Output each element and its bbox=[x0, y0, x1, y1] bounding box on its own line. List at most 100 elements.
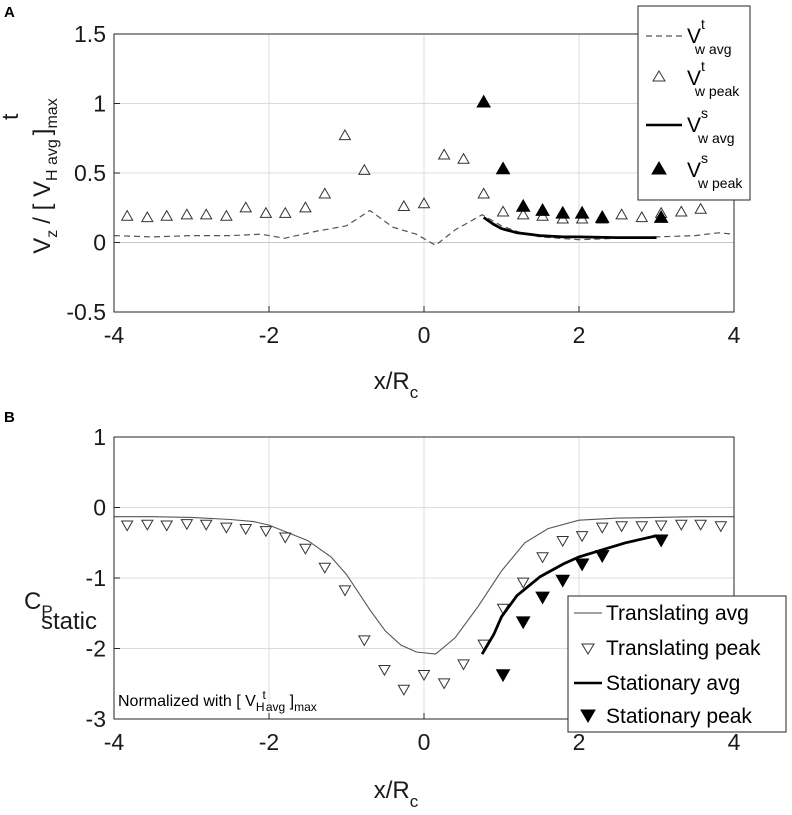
panel-a-point-v-t-w-peak bbox=[180, 208, 194, 220]
panel-b-point-translating-peak bbox=[378, 665, 391, 677]
panel-a-xtick-label: 2 bbox=[573, 322, 586, 348]
panel-a-point-v-t-w-peak bbox=[199, 208, 213, 220]
panel-b-point-translating-peak bbox=[239, 524, 253, 536]
panel-a-point-v-s-w-peak bbox=[495, 161, 511, 175]
panel-a-xtick-label: -4 bbox=[104, 322, 125, 348]
panel-a-point-v-t-w-peak bbox=[397, 199, 411, 211]
panel-b-point-translating-peak bbox=[318, 562, 332, 574]
panel-a-point-v-s-w-peak bbox=[574, 205, 590, 219]
panel-b-ytick-label: -3 bbox=[86, 706, 106, 732]
panel-b-ylabel-p: P bbox=[41, 602, 52, 621]
panel-b-point-translating-peak bbox=[556, 536, 570, 548]
panel-b-xtick-label: -4 bbox=[104, 729, 125, 755]
panel-a-point-v-t-w-peak bbox=[516, 208, 530, 220]
panel-a-xlabel-sub: c bbox=[410, 383, 419, 402]
panel-a-point-v-t-w-peak bbox=[299, 201, 312, 213]
panel-a-ticks: -4 -2 0 2 4 -0.5 0 0.5 1 1.5 bbox=[66, 21, 740, 348]
panel-b-point-translating-peak bbox=[199, 519, 213, 531]
panel-a-legend-trans-avg: Vt w avg bbox=[687, 16, 731, 57]
panel-a-ytick-label: 1.5 bbox=[74, 21, 106, 47]
panel-b-ylabel: CP bbox=[24, 588, 53, 621]
panel-b-ylabel-static: static bbox=[41, 608, 97, 635]
panel-a-xtick-label: -2 bbox=[259, 322, 279, 348]
panel-a-xlabel-main: x/R bbox=[374, 368, 410, 395]
panel-b-series-stationary-avg bbox=[480, 534, 657, 655]
panel-b-xtick-label: 4 bbox=[728, 729, 741, 755]
panel-b-point-translating-peak bbox=[299, 543, 312, 555]
panel-b-ytick-label: 0 bbox=[93, 495, 106, 521]
panel-b-ytick-label: -1 bbox=[86, 565, 106, 591]
panel-a-ylabel-max: max bbox=[44, 98, 61, 128]
panel-a-ylabel-t: t bbox=[0, 113, 23, 120]
panel-b-legend: Translating avg Translating peak Station… bbox=[567, 595, 787, 733]
panel-a-series-v-s-w-avg bbox=[482, 216, 657, 240]
panel-a-point-v-t-w-peak bbox=[615, 208, 628, 220]
panel-b-point-translating-peak bbox=[338, 585, 352, 597]
panel-a-point-v-t-w-peak bbox=[477, 187, 491, 199]
panel-b-point-translating-peak bbox=[140, 519, 154, 531]
panel-b-point-translating-peak bbox=[654, 520, 668, 532]
panel-a-ylabel: Vz / [ VH avg]max bbox=[29, 98, 61, 253]
panel-b: B -4 -2 0 2 4 -3 -2 -1 0 1 CP static x/Rc Normali… bbox=[4, 409, 787, 811]
panel-b-point-stationary-peak bbox=[495, 669, 511, 683]
panel-a-series bbox=[113, 94, 735, 247]
panel-b-point-translating-peak bbox=[714, 521, 728, 533]
panel-a-point-v-t-w-peak bbox=[278, 206, 292, 218]
panel-b-point-stationary-peak bbox=[574, 558, 590, 572]
panel-a-point-v-t-w-peak bbox=[338, 128, 352, 141]
panel-a-point-v-t-w-peak bbox=[635, 210, 649, 223]
panel-b-point-translating-peak bbox=[160, 520, 174, 532]
panel-a-point-v-t-w-peak bbox=[318, 187, 332, 199]
panel-a-point-v-t-w-peak bbox=[357, 163, 371, 175]
panel-b-point-stationary-peak bbox=[535, 591, 550, 605]
panel-b-point-translating-peak bbox=[536, 552, 549, 564]
panel-a-ytick-label: 1 bbox=[93, 91, 106, 117]
panel-b-point-translating-peak bbox=[437, 678, 451, 690]
panel-b-point-stationary-peak bbox=[653, 534, 669, 548]
panel-a-point-v-s-w-peak bbox=[476, 94, 492, 108]
panel-a-point-v-s-w-peak bbox=[515, 198, 531, 212]
panel-a-ytick-label: 0 bbox=[93, 230, 106, 256]
panel-a-label: A bbox=[4, 4, 15, 21]
panel-b-label: B bbox=[4, 409, 15, 426]
panel-b-ticks: -4 -2 0 2 4 -3 -2 -1 0 1 bbox=[86, 424, 741, 755]
panel-a-point-v-s-w-peak bbox=[535, 203, 550, 216]
panel-b-point-translating-peak bbox=[457, 659, 470, 671]
panel-b-xlabel: x/Rc bbox=[374, 777, 419, 811]
panel-b-point-translating-peak bbox=[595, 522, 609, 534]
panel-b-point-translating-peak bbox=[694, 519, 708, 531]
panel-a-legend-stat-peak: Vs w peak bbox=[687, 150, 743, 191]
panel-a-legend-swatch-trans-peak bbox=[652, 70, 666, 82]
panel-a-point-v-s-w-peak bbox=[594, 209, 610, 223]
panel-a-point-v-t-w-peak bbox=[140, 210, 154, 223]
panel-a-point-v-t-w-peak bbox=[457, 152, 470, 164]
panel-a-legend: Vt w avg Vt w peak Vs w avg Vs w peak bbox=[637, 5, 751, 201]
panel-b-point-translating-peak bbox=[259, 526, 273, 538]
panel-a-point-v-t-w-peak bbox=[239, 201, 253, 213]
panel-a-ylabel-close: ] bbox=[29, 129, 56, 136]
panel-a-legend-stat-avg: Vs w avg bbox=[687, 105, 735, 146]
panel-b-xtick-label: 2 bbox=[573, 729, 586, 755]
panel-b-point-translating-peak bbox=[397, 684, 411, 696]
panel-b-point-translating-peak bbox=[357, 635, 371, 647]
panel-a-point-v-t-w-peak bbox=[437, 148, 451, 160]
panel-b-legend-stat-avg: Stationary avg bbox=[606, 672, 740, 695]
panel-b-point-translating-peak bbox=[220, 522, 233, 534]
panel-a-point-v-t-w-peak bbox=[259, 206, 273, 218]
panel-b-point-stationary-peak bbox=[515, 616, 531, 630]
panel-b-series-translating-avg bbox=[114, 516, 734, 655]
panel-a-point-v-t-w-peak bbox=[160, 209, 174, 221]
panel-b-point-translating-peak bbox=[635, 521, 649, 533]
panel-a-legend-swatch-stat-peak bbox=[651, 161, 667, 175]
panel-a-xlabel: x/Rc bbox=[374, 368, 419, 402]
panel-a-ylabel-bracket: / [ V bbox=[29, 181, 56, 224]
panel-b-point-stationary-peak bbox=[594, 550, 610, 563]
panel-a-ylabel-v: V bbox=[29, 238, 56, 254]
panel-b-annotation: Normalized with [ VHtavg ]max bbox=[118, 688, 317, 714]
panel-b-point-translating-peak bbox=[417, 669, 431, 682]
panel-b-xtick-label: 0 bbox=[418, 729, 431, 755]
panel-b-ylabel-c: C bbox=[24, 588, 41, 615]
panel-a-point-v-t-w-peak bbox=[694, 202, 708, 214]
panel-b-ytick-label: -2 bbox=[86, 636, 106, 662]
panel-b-legend-stat-peak: Stationary peak bbox=[606, 705, 752, 728]
